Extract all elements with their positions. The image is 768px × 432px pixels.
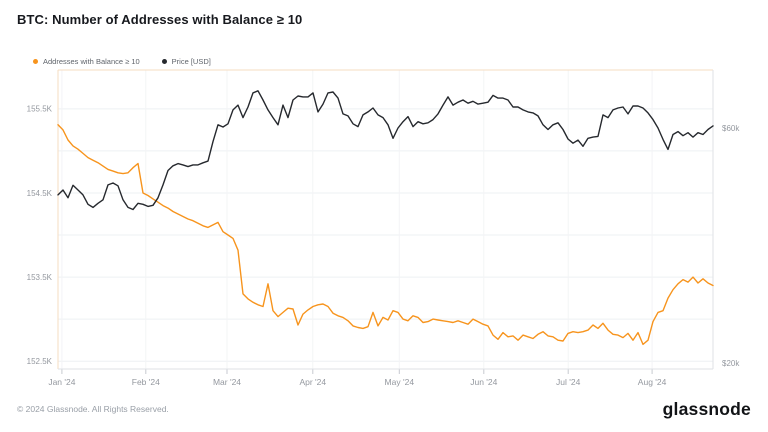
- y-left-tick-label: 153.5K: [27, 273, 53, 282]
- line-chart[interactable]: Jan '24 Feb '24 Mar '24 Apr '24 May '24 Jun '…: [0, 0, 768, 400]
- x-axis-tick-label: Aug '24: [638, 377, 667, 387]
- legend-item-addresses[interactable]: Addresses with Balance ≥ 10: [33, 57, 140, 66]
- y-left-tick-label: 154.5K: [27, 189, 53, 198]
- addresses-series-line: [57, 124, 714, 346]
- glassnode-logo[interactable]: glassnode: [662, 399, 751, 419]
- legend-item-price[interactable]: Price [USD]: [161, 57, 211, 66]
- x-axis-tick-label: Jan '24: [48, 377, 75, 387]
- x-axis-tick-label: Feb '24: [132, 377, 160, 387]
- x-axis-tick-label: Mar '24: [213, 377, 241, 387]
- y-left-tick-label: 155.5K: [27, 105, 53, 114]
- y-right-tick-label: $20k: [722, 359, 740, 368]
- copyright-text: © 2024 Glassnode. All Rights Reserved.: [17, 404, 169, 414]
- page-title: BTC: Number of Addresses with Balance ≥ …: [17, 12, 303, 27]
- x-axis-tick-label: Jun '24: [470, 377, 497, 387]
- y-right-tick-label: $60k: [722, 124, 740, 133]
- x-axis-tick-label: May '24: [385, 377, 415, 387]
- x-axis-tick-label: Apr '24: [299, 377, 326, 387]
- y-left-tick-label: 152.5K: [27, 357, 53, 366]
- chart-legend: Addresses with Balance ≥ 10 Price [USD]: [33, 57, 211, 66]
- legend-dot-addresses-icon: [33, 59, 38, 64]
- legend-dot-price-icon: [161, 59, 167, 64]
- legend-label-price: Price [USD]: [171, 57, 211, 66]
- x-axis-tick-label: Jul '24: [556, 377, 581, 387]
- legend-label-addresses: Addresses with Balance ≥ 10: [43, 57, 140, 66]
- price-series-line: [57, 90, 714, 211]
